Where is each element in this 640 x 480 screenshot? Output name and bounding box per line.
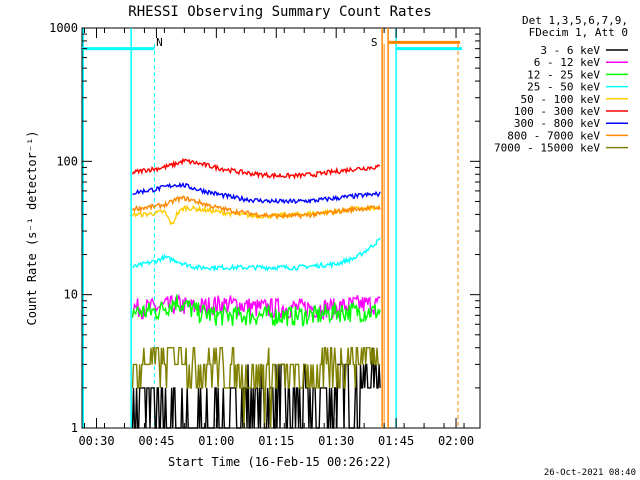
y-tick-label: 1000 — [49, 21, 78, 35]
legend-label: 3 - 6 keV — [540, 44, 600, 57]
legend-label: 12 - 25 keV — [527, 68, 600, 81]
series-line — [131, 157, 381, 180]
legend-label: 50 - 100 keV — [521, 93, 601, 106]
y-tick-label: 1 — [71, 421, 78, 435]
series-line — [131, 294, 381, 327]
x-tick-label: 00:45 — [138, 434, 174, 448]
legend-label: 300 - 800 keV — [514, 117, 600, 130]
legend-label: 25 - 50 keV — [527, 81, 600, 94]
footer-timestamp: 26-Oct-2021 08:40 — [544, 468, 636, 478]
flag-label: N — [156, 36, 163, 49]
flag-label: S — [371, 36, 378, 49]
x-tick-label: 01:00 — [198, 434, 234, 448]
x-axis-label: Start Time (16-Feb-15 00:26:22) — [168, 455, 392, 469]
plot-frame — [81, 27, 481, 429]
series-line — [131, 195, 381, 220]
legend-header-line-1: Det 1,3,5,6,7,9, — [522, 14, 628, 27]
y-axis-label: Count Rate (s⁻¹ detector⁻¹) — [25, 130, 39, 325]
series-line — [131, 347, 381, 429]
legend-header-line-2: FDecim 1, Att 0 — [529, 26, 628, 39]
legend-label: 6 - 12 keV — [534, 56, 601, 69]
x-tick-label: 01:30 — [318, 434, 354, 448]
x-tick-label: 01:15 — [258, 434, 294, 448]
y-tick-label: 100 — [56, 154, 78, 168]
series-line — [132, 181, 381, 205]
series-line — [131, 347, 381, 429]
x-tick-label: 02:00 — [438, 434, 474, 448]
y-tick-label: 10 — [64, 288, 78, 302]
legend-label: 7000 - 15000 keV — [494, 142, 600, 155]
x-tick-label: 00:30 — [78, 434, 114, 448]
series-line — [132, 237, 381, 273]
legend-label: 100 - 300 keV — [514, 105, 600, 118]
legend-label: 800 - 7000 keV — [507, 129, 600, 142]
x-tick-label: 01:45 — [378, 434, 414, 448]
chart-title: RHESSI Observing Summary Count Rates — [128, 4, 431, 20]
